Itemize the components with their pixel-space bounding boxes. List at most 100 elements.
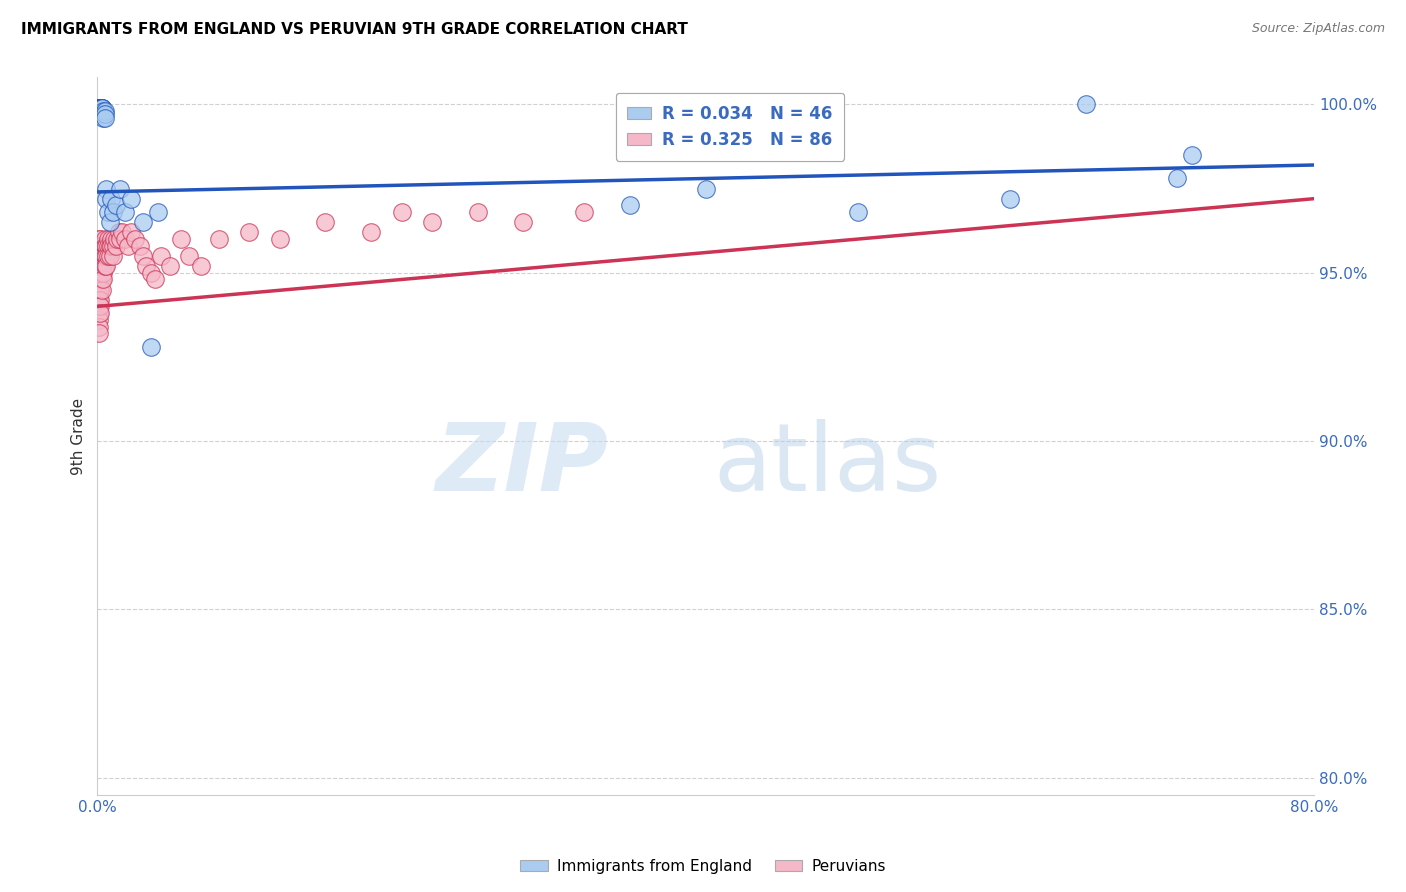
Point (87, 259, 110, 273)
Point (100, 192, 122, 206)
Point (1166, 171, 1188, 186)
Point (391, 205, 413, 219)
Text: ZIP: ZIP (436, 418, 609, 511)
Point (87, 326, 110, 341)
Point (93, 266, 115, 280)
Point (238, 225, 260, 239)
Point (269, 232, 291, 246)
Point (132, 215, 155, 229)
Point (150, 249, 173, 263)
Point (132, 249, 155, 263)
Point (90, 266, 112, 280)
Point (87, 101, 110, 115)
Point (89, 239, 111, 253)
Point (89, 101, 111, 115)
Point (619, 198, 641, 212)
Point (90, 283, 112, 297)
Point (148, 205, 170, 219)
Point (104, 198, 127, 212)
Point (87, 293, 110, 307)
Point (86, 289, 108, 303)
Point (139, 340, 162, 354)
Point (103, 232, 125, 246)
Point (89, 101, 111, 115)
Point (120, 225, 142, 239)
Point (90, 249, 112, 263)
Point (97, 205, 120, 219)
Point (101, 249, 124, 263)
Point (86, 101, 108, 115)
Point (100, 239, 122, 253)
Text: IMMIGRANTS FROM ENGLAND VS PERUVIAN 9TH GRADE CORRELATION CHART: IMMIGRANTS FROM ENGLAND VS PERUVIAN 9TH … (21, 22, 688, 37)
Point (1181, 148, 1204, 162)
Point (1074, 97, 1097, 112)
Point (89, 101, 111, 115)
Point (139, 266, 162, 280)
Legend: Immigrants from England, Peruvians: Immigrants from England, Peruvians (515, 853, 891, 880)
Text: Source: ZipAtlas.com: Source: ZipAtlas.com (1251, 22, 1385, 36)
Point (87, 101, 110, 115)
Point (89, 232, 111, 246)
Point (89, 249, 111, 263)
Point (94, 107, 117, 121)
Point (87, 101, 110, 115)
Point (94, 111, 117, 125)
Point (129, 239, 152, 253)
Point (96, 249, 118, 263)
Y-axis label: 9th Grade: 9th Grade (72, 398, 86, 475)
Point (208, 232, 231, 246)
Point (90, 272, 112, 286)
Point (314, 215, 336, 229)
Point (114, 232, 136, 246)
Point (89, 101, 111, 115)
Point (90, 101, 112, 115)
Point (135, 259, 157, 273)
Point (93, 107, 115, 121)
Point (89, 283, 111, 297)
Point (93, 259, 115, 273)
Point (86, 283, 108, 297)
Point (86, 300, 108, 314)
Point (420, 215, 443, 229)
Point (846, 205, 869, 219)
Point (998, 192, 1021, 206)
Point (108, 181, 131, 195)
Point (117, 239, 139, 253)
Point (87, 283, 110, 297)
Point (94, 232, 117, 246)
Point (87, 101, 110, 115)
Point (89, 306, 111, 320)
Point (143, 272, 166, 286)
Text: atlas: atlas (713, 418, 942, 511)
Point (105, 232, 128, 246)
Point (87, 249, 110, 263)
Point (86, 266, 108, 280)
Point (87, 300, 110, 314)
Point (87, 319, 110, 334)
Point (124, 232, 146, 246)
Point (97, 232, 120, 246)
Point (90, 101, 112, 115)
Point (100, 232, 122, 246)
Point (89, 259, 111, 273)
Point (93, 111, 115, 125)
Point (90, 259, 112, 273)
Point (90, 239, 112, 253)
Point (98, 215, 121, 229)
Point (114, 205, 136, 219)
Point (111, 225, 134, 239)
Point (93, 249, 115, 263)
Point (512, 215, 534, 229)
Point (120, 192, 142, 206)
Point (89, 101, 111, 115)
Point (101, 205, 124, 219)
Point (89, 101, 111, 115)
Point (98, 239, 121, 253)
Point (87, 101, 110, 115)
Point (87, 289, 110, 303)
Point (96, 192, 118, 206)
Point (94, 104, 117, 119)
Point (97, 239, 120, 253)
Point (93, 272, 115, 286)
Point (170, 232, 193, 246)
